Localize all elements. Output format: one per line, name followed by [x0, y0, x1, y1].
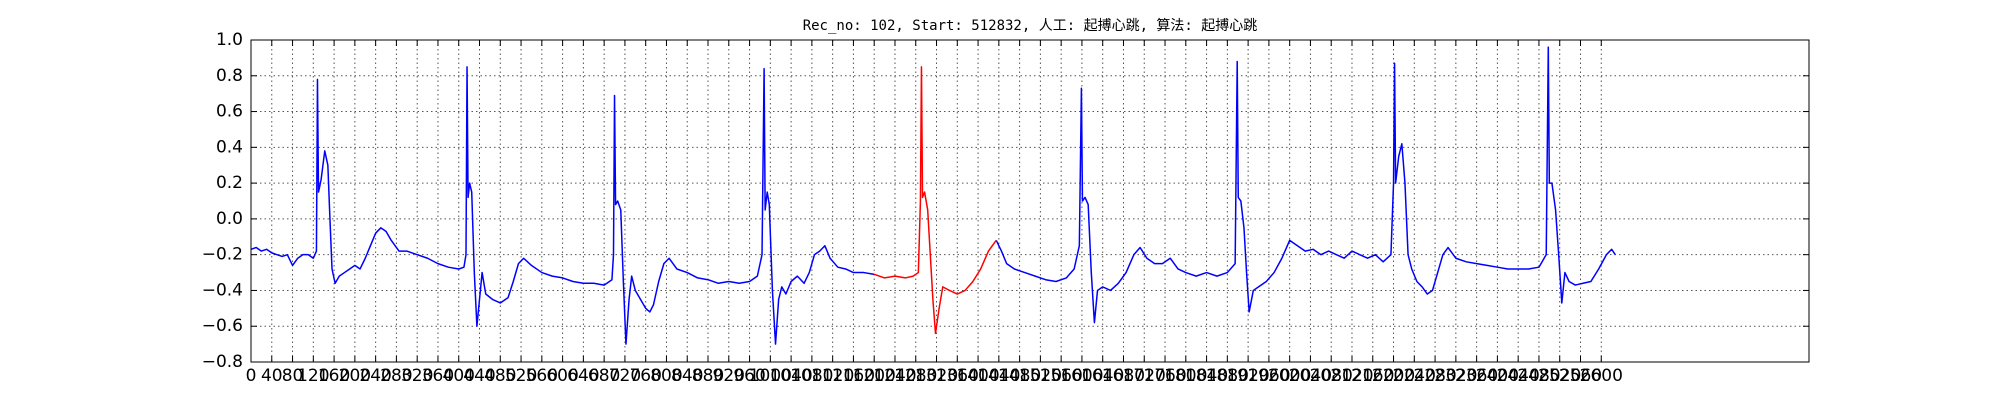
- x-tick-label: 240: [359, 366, 391, 386]
- x-tick-label: 960: [733, 366, 765, 386]
- x-tick-label: 2200: [1372, 366, 1415, 386]
- x-tick-label: 1800: [1164, 366, 1207, 386]
- y-tick-label: 0.8: [216, 66, 243, 86]
- x-tick-label: 2280: [1413, 366, 1456, 386]
- x-tick-label: 1320: [915, 366, 958, 386]
- x-tick-label: 600: [546, 366, 578, 386]
- x-tick-label: 2080: [1310, 366, 1353, 386]
- x-tick-label: 560: [526, 366, 558, 386]
- x-tick-label: 800: [650, 366, 682, 386]
- x-tick-label: 200: [339, 366, 371, 386]
- x-tick-label: 1040: [769, 366, 812, 386]
- x-tick-label: 40: [261, 366, 283, 386]
- x-tick-label: 2240: [1393, 366, 1436, 386]
- x-tick-label: 720: [609, 366, 641, 386]
- x-tick-label: 1160: [832, 366, 875, 386]
- chart-title: Rec_no: 102, Start: 512832, 人工: 起搏心跳, 算法…: [803, 17, 1258, 34]
- x-tick-label: 1280: [894, 366, 937, 386]
- y-tick-label: −0.4: [202, 280, 243, 300]
- x-tick-label: 2160: [1351, 366, 1394, 386]
- x-tick-label: 320: [401, 366, 433, 386]
- plot-frame: [250, 39, 1810, 363]
- x-tick-label: 280: [380, 366, 412, 386]
- x-tick-label: 1440: [977, 366, 1020, 386]
- x-tick-label: 1680: [1102, 366, 1145, 386]
- x-tick-label: 840: [671, 366, 703, 386]
- x-tick-label: 1080: [790, 366, 833, 386]
- x-tick-label: 2600: [1580, 366, 1623, 386]
- x-tick-label: 120: [297, 366, 329, 386]
- x-tick-label: 520: [505, 366, 537, 386]
- y-tick-label: 0.4: [216, 137, 243, 157]
- x-tick-label: 680: [588, 366, 620, 386]
- x-tick-label: 2440: [1497, 366, 1540, 386]
- x-tick-label: 2480: [1517, 366, 1560, 386]
- x-tick-label: 2120: [1330, 366, 1373, 386]
- x-tick-label: 0: [246, 366, 257, 386]
- x-tick-label: 160: [318, 366, 350, 386]
- x-tick-label: 1200: [853, 366, 896, 386]
- y-tick-label: 1.0: [216, 30, 243, 50]
- x-tick-label: 2560: [1559, 366, 1602, 386]
- x-tick-label: 1360: [936, 366, 979, 386]
- x-tick-label: 1240: [873, 366, 916, 386]
- y-tick-label: −0.6: [202, 316, 243, 336]
- x-tick-label: 2320: [1434, 366, 1477, 386]
- y-tick-label: 0.0: [216, 209, 243, 229]
- x-tick-label: 760: [629, 366, 661, 386]
- x-tick-label: 360: [422, 366, 454, 386]
- x-tick-label: 2040: [1289, 366, 1332, 386]
- x-tick-label: 1400: [956, 366, 999, 386]
- x-tick-label: 920: [713, 366, 745, 386]
- x-tick-label: 2000: [1268, 366, 1311, 386]
- x-tick-label: 1520: [1019, 366, 1062, 386]
- y-tick-label: 0.2: [216, 173, 243, 193]
- x-tick-label: 1480: [998, 366, 1041, 386]
- y-tick-label: 0.6: [216, 102, 243, 122]
- x-tick-label: 1880: [1206, 366, 1249, 386]
- y-tick-label: −0.2: [202, 245, 243, 265]
- ecg-line: [250, 46, 1616, 345]
- x-tick-label: 80: [282, 366, 304, 386]
- x-tick-label: 1960: [1247, 366, 1290, 386]
- x-tick-label: 1920: [1226, 366, 1269, 386]
- x-tick-label: 2520: [1538, 366, 1581, 386]
- x-tick-label: 640: [567, 366, 599, 386]
- x-tick-label: 1720: [1123, 366, 1166, 386]
- x-tick-label: 1760: [1143, 366, 1186, 386]
- x-tick-label: 1840: [1185, 366, 1228, 386]
- x-tick-label: 1000: [749, 366, 792, 386]
- ecg-line: [873, 66, 997, 335]
- x-tick-label: 2400: [1476, 366, 1519, 386]
- x-tick-label: 2360: [1455, 366, 1498, 386]
- x-tick-label: 1600: [1060, 366, 1103, 386]
- x-tick-label: 440: [463, 366, 495, 386]
- x-tick-label: 480: [484, 366, 516, 386]
- x-tick-label: 880: [692, 366, 724, 386]
- y-tick-label: −0.8: [202, 352, 243, 372]
- x-tick-label: 400: [443, 366, 475, 386]
- x-tick-label: 1560: [1040, 366, 1083, 386]
- x-tick-label: 1120: [811, 366, 854, 386]
- x-tick-label: 1640: [1081, 366, 1124, 386]
